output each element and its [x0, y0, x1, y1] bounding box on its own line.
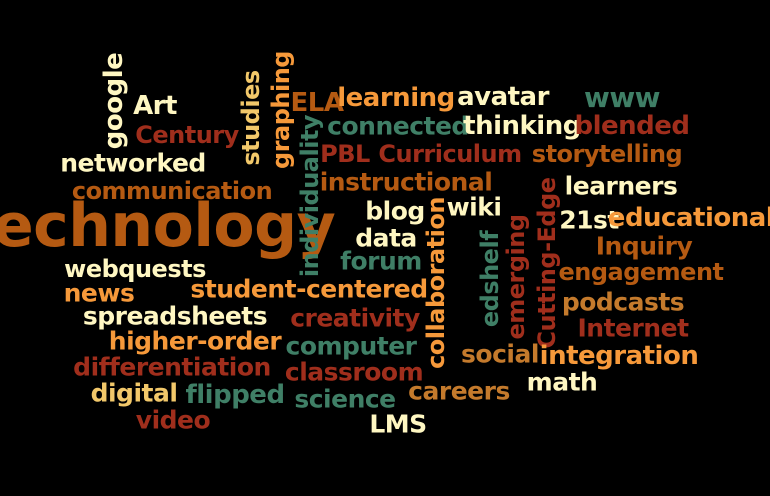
word-edshelf: edshelf	[476, 230, 504, 328]
word-emerging: emerging	[502, 214, 530, 340]
word-pbl: PBL	[320, 140, 370, 168]
word-technology: technology	[0, 191, 336, 261]
word-news: news	[63, 278, 135, 308]
word-art: Art	[133, 91, 177, 121]
word-google: google	[99, 52, 129, 150]
word-engagement: engagement	[558, 258, 724, 286]
word-webquests: webquests	[64, 255, 206, 283]
word-video: video	[135, 405, 211, 435]
word-instructional: instructional	[319, 167, 493, 197]
word-spreadsheets: spreadsheets	[82, 301, 268, 331]
word-communication: communication	[71, 177, 273, 205]
word-curriculum: Curriculum	[378, 140, 522, 168]
word-math: math	[526, 367, 598, 397]
word-data: data	[355, 223, 417, 253]
word-wiki: wiki	[446, 192, 502, 222]
word-flipped: flipped	[185, 380, 285, 410]
word-learners: learners	[564, 171, 678, 201]
word-21st: 21st	[559, 205, 619, 235]
word-connected: connected	[327, 111, 469, 141]
word-networked: networked	[60, 148, 206, 178]
word-podcasts: podcasts	[561, 287, 685, 317]
word-storytelling: storytelling	[531, 140, 683, 168]
word-social: social	[461, 339, 539, 369]
word-lms: LMS	[369, 409, 427, 439]
word-www: www	[583, 81, 661, 114]
word-studies: studies	[237, 70, 265, 166]
word-science: science	[294, 384, 396, 414]
word-classroom: classroom	[284, 357, 424, 387]
word-differentiation: differentiation	[73, 352, 271, 382]
word-forum: forum	[340, 246, 422, 276]
word-student-centered: student-centered	[190, 274, 428, 304]
word-thinking: thinking	[463, 111, 581, 141]
word-learning: learning	[337, 83, 455, 113]
word-higher-order: higher-order	[108, 326, 282, 356]
word-internet: Internet	[577, 313, 689, 343]
word-careers: careers	[408, 376, 510, 406]
word-computer: computer	[285, 331, 417, 361]
word-inquiry: Inquiry	[595, 231, 693, 261]
word-blended: blended	[574, 111, 690, 141]
word-creativity: creativity	[290, 303, 420, 333]
word-digital: digital	[90, 378, 178, 408]
word-integration: integration	[539, 341, 699, 371]
word-cutting-edge: Cutting-Edge	[533, 177, 561, 349]
word-educational: educational	[607, 203, 770, 233]
word-graphing: graphing	[267, 51, 295, 169]
word-individuality: individuality	[296, 114, 324, 278]
word-century: Century	[135, 121, 239, 149]
word-avatar: avatar	[457, 82, 549, 112]
word-ela: ELA	[290, 88, 344, 118]
word-blog: blog	[365, 196, 425, 226]
